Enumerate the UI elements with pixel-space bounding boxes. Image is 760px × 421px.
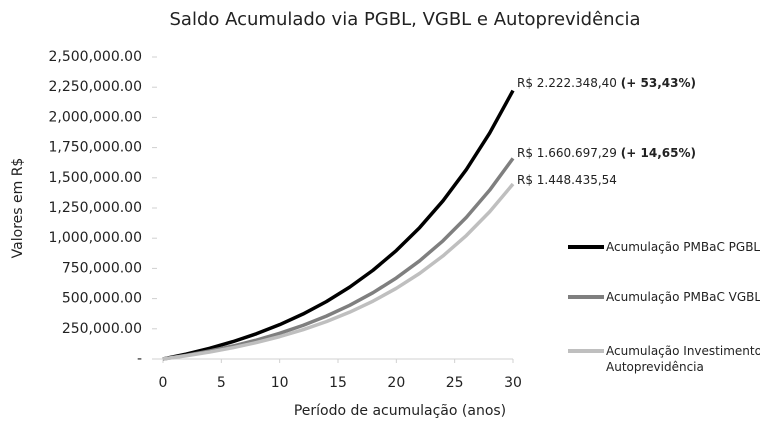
y-tick-label: 1,750,000.00 — [48, 140, 142, 156]
annotation: R$ 1.660.697,29 (+ 14,65%) — [517, 146, 696, 160]
x-tick-label: 20 — [387, 375, 405, 391]
x-tick-label: 25 — [446, 375, 464, 391]
y-tick-label: 500,000.00 — [62, 291, 142, 307]
y-tick-label: 1,250,000.00 — [48, 200, 142, 216]
chart-title: Saldo Acumulado via PGBL, VGBL e Autopre… — [169, 9, 640, 30]
y-tick-label: 750,000.00 — [62, 260, 142, 276]
series-line — [162, 182, 515, 361]
y-tick-label: 1,000,000.00 — [48, 230, 142, 246]
y-tick-label: 250,000.00 — [62, 321, 142, 337]
legend-label: Acumulação Investimento Autoprevidência — [606, 344, 760, 374]
y-tick-label: 2,250,000.00 — [48, 79, 142, 95]
y-axis-label: Valores em R$ — [10, 158, 26, 259]
x-tick-label: 10 — [271, 375, 289, 391]
x-tick-label: 15 — [329, 375, 347, 391]
legend-label: Acumulação PMBaC VGBL — [606, 290, 760, 304]
y-tick-label: 1,500,000.00 — [48, 170, 142, 186]
x-tick-label: 30 — [504, 375, 522, 391]
annotation-value: R$ 2.222.348,40 — [517, 76, 617, 90]
y-tick-label: 2,000,000.00 — [48, 109, 142, 125]
annotation-note: (+ 14,65%) — [621, 146, 696, 160]
x-tick-label: 5 — [217, 375, 226, 391]
legend-label: Acumulação PMBaC PGBL — [606, 240, 760, 254]
annotation-note: (+ 53,43%) — [621, 76, 696, 90]
series-line — [162, 89, 515, 361]
x-axis-label: Período de acumulação (anos) — [294, 403, 506, 419]
x-tick-label: 0 — [159, 375, 168, 391]
annotation: R$ 1.448.435,54 — [517, 173, 617, 187]
annotation-value: R$ 1.660.697,29 — [517, 146, 617, 160]
series-line — [162, 157, 515, 361]
y-tick-label: - — [137, 351, 142, 367]
annotation: R$ 2.222.348,40 (+ 53,43%) — [517, 76, 696, 90]
annotation-value: R$ 1.448.435,54 — [517, 173, 617, 187]
y-tick-label: 2,500,000.00 — [48, 49, 142, 65]
